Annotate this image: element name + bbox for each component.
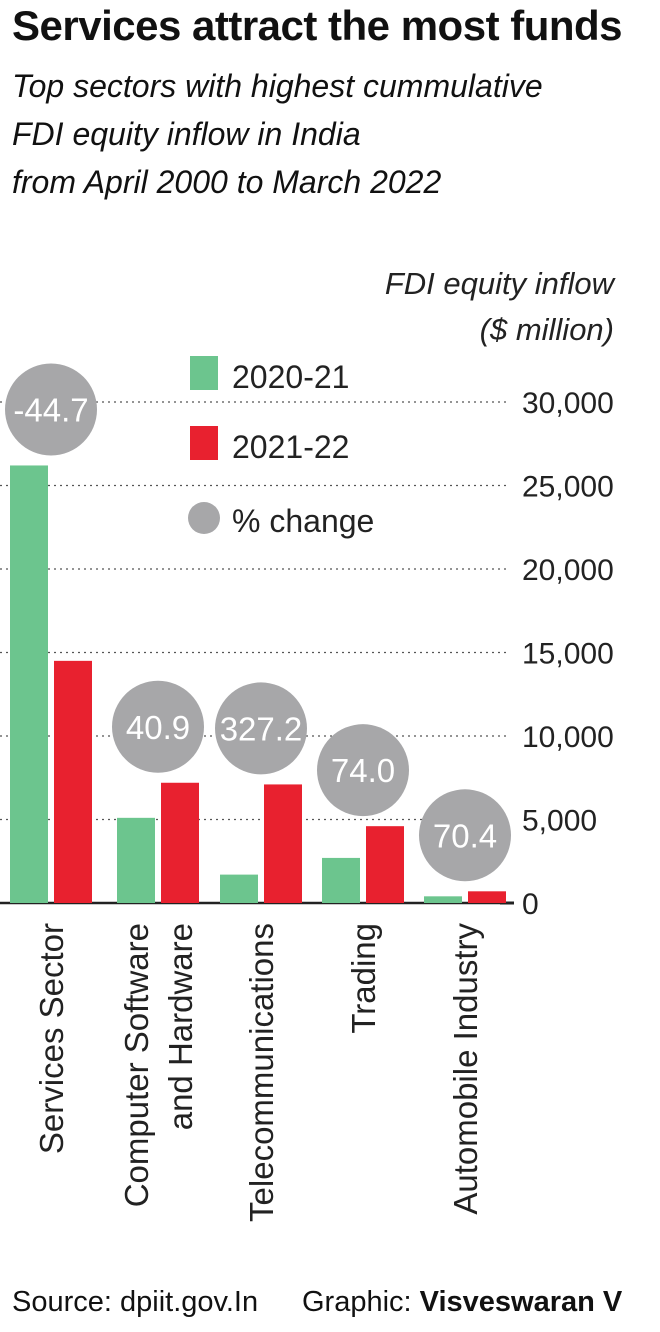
bar-2020-21 xyxy=(322,857,360,903)
bar-2021-22 xyxy=(264,784,302,903)
y-tick-label: 5,000 xyxy=(522,805,597,838)
y-tick-label: 30,000 xyxy=(522,387,614,420)
bar-2020-21 xyxy=(117,817,155,903)
legend-swatch-pct-change xyxy=(188,502,220,534)
x-category-label: and Hardware xyxy=(162,923,199,1130)
x-category-label: Computer Software xyxy=(118,923,155,1207)
y-tick-label: 25,000 xyxy=(522,471,614,504)
legend-label: 2021-22 xyxy=(232,429,349,465)
legend-label: % change xyxy=(232,503,374,539)
pct-change-label: 327.2 xyxy=(220,710,303,747)
pct-change-label: -44.7 xyxy=(13,391,88,428)
x-category-label: Services Sector xyxy=(33,923,70,1154)
y-axis-title: ($ million) xyxy=(480,312,614,347)
pct-change-bubble xyxy=(317,724,409,817)
bar-2020-21 xyxy=(220,874,258,903)
y-tick-label: 0 xyxy=(522,888,539,921)
x-category-label: Automobile Industry xyxy=(447,923,484,1215)
bar-2021-22 xyxy=(366,826,404,903)
graphic-credit: Graphic: Visveswaran V xyxy=(302,1286,622,1319)
source-credit: Source: dpiit.gov.In xyxy=(12,1286,259,1318)
pct-change-bubble xyxy=(112,680,204,773)
subtitle-line: FDI equity inflow in India xyxy=(12,116,361,152)
x-category-label: Telecommunications xyxy=(243,923,280,1222)
bar-chart: 30,000 25,000 20,000 15,000 10,000 5,000 0 FDI … xyxy=(0,266,617,1222)
bar-2021-22 xyxy=(468,891,506,903)
bar-2021-22 xyxy=(54,660,92,903)
bar-2021-22 xyxy=(161,782,199,903)
subtitle-line: Top sectors with highest cummulative xyxy=(12,68,543,104)
legend-swatch-2020-21 xyxy=(190,356,218,390)
pct-change-label: 70.4 xyxy=(433,817,497,854)
pct-change-label: 74.0 xyxy=(331,752,395,789)
chart-title: Services attract the most funds xyxy=(12,2,623,49)
chart-subtitle: Top sectors with highest cummulative FDI… xyxy=(12,62,543,206)
pct-change-bubble xyxy=(419,789,511,882)
pct-change-bubble xyxy=(215,682,307,775)
bar-2020-21 xyxy=(424,896,462,903)
graphic-label: Graphic: xyxy=(302,1286,420,1318)
x-category-label: Trading xyxy=(345,923,382,1034)
graphic-author: Visveswaran V xyxy=(419,1286,623,1318)
legend-swatch-2021-22 xyxy=(190,426,218,460)
bar-2020-21 xyxy=(10,465,48,903)
y-axis-title: FDI equity inflow xyxy=(385,266,617,301)
legend-label: 2020-21 xyxy=(232,359,349,395)
subtitle-line: from April 2000 to March 2022 xyxy=(12,164,442,200)
y-tick-label: 20,000 xyxy=(522,554,614,587)
pct-change-label: 40.9 xyxy=(126,709,190,746)
y-tick-label: 15,000 xyxy=(522,638,614,671)
y-tick-label: 10,000 xyxy=(522,721,614,754)
pct-change-bubble xyxy=(5,363,97,456)
